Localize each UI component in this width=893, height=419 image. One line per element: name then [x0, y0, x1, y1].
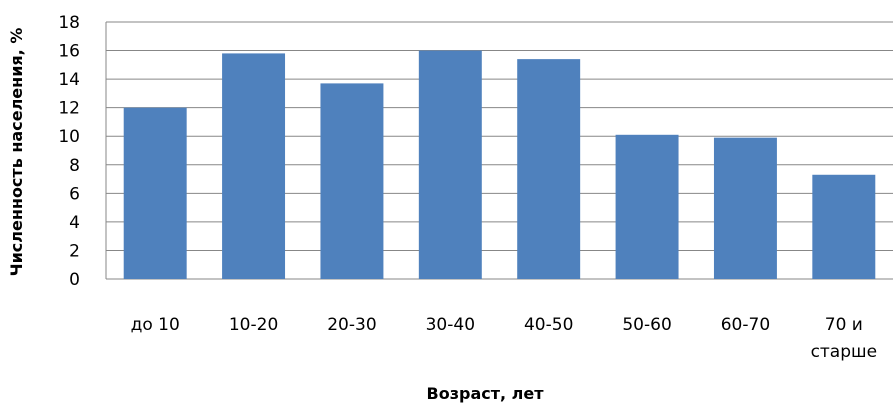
bar — [713, 137, 777, 279]
bar — [418, 50, 482, 279]
y-tick-label: 0 — [69, 270, 80, 290]
bar — [222, 53, 286, 280]
x-tick-label: 60-70 — [721, 315, 770, 335]
y-tick-label: 16 — [58, 42, 80, 62]
x-tick-label: 40-50 — [524, 315, 573, 335]
x-tick-label: 30-40 — [426, 315, 475, 335]
y-tick-label: 10 — [58, 127, 80, 147]
y-axis-title: Численность населения, % — [7, 28, 26, 277]
x-tick-label: 50-60 — [622, 315, 671, 335]
bar — [812, 174, 876, 279]
bar — [123, 107, 187, 280]
x-tick-label: до 10 — [131, 315, 180, 335]
x-tick-label: 10-20 — [229, 315, 278, 335]
bar — [615, 134, 679, 279]
bars — [123, 50, 876, 280]
bar — [517, 59, 581, 279]
y-axis-ticks: 0 2 4 6 8 10 12 14 16 18 — [58, 13, 80, 290]
y-tick-label: 8 — [69, 156, 80, 176]
x-axis-title: Возраст, лет — [427, 384, 545, 403]
y-tick-label: 4 — [69, 213, 80, 233]
y-tick-label: 14 — [58, 70, 80, 90]
x-tick-label: 20-30 — [327, 315, 376, 335]
bar — [320, 83, 384, 280]
y-tick-label: 18 — [58, 13, 80, 33]
y-tick-label: 12 — [58, 99, 80, 119]
y-tick-label: 2 — [69, 241, 80, 261]
x-tick-label: 70 и старше — [811, 315, 877, 362]
y-tick-label: 6 — [69, 184, 80, 204]
